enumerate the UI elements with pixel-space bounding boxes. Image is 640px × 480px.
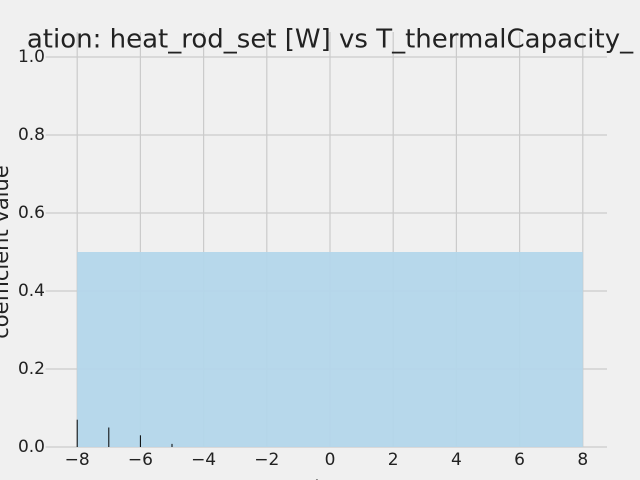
y-tick-label: 0.8 <box>18 125 45 145</box>
y-tick-label: 0.2 <box>18 359 45 379</box>
x-tick-label: −8 <box>65 450 90 470</box>
x-tick-label: 4 <box>451 450 462 470</box>
y-tick-label: 0.6 <box>18 203 45 223</box>
x-tick-label: 8 <box>577 450 588 470</box>
y-tick-label: 0.4 <box>18 281 45 301</box>
marks <box>76 252 583 447</box>
x-tick-label: −4 <box>191 450 216 470</box>
y-tick-label: 0.0 <box>18 437 45 457</box>
x-tick-label: −6 <box>128 450 153 470</box>
x-axis-label: lag <box>314 477 346 480</box>
y-axis-label: coefficient value <box>0 165 13 339</box>
chart-title: ation: heat_rod_set [W] vs T_thermalCapa… <box>27 25 634 55</box>
x-tick-label: 2 <box>388 450 399 470</box>
x-tick-label: 6 <box>514 450 525 470</box>
confidence-band <box>77 252 583 447</box>
y-tick-label: 1.0 <box>18 47 45 67</box>
x-tick-label: 0 <box>325 450 336 470</box>
labels: 0.0 0.2 0.4 0.6 0.8 1.0 −8 −6 −4 −2 0 2 4 6 8 <box>18 47 588 470</box>
x-tick-label: −2 <box>254 450 279 470</box>
